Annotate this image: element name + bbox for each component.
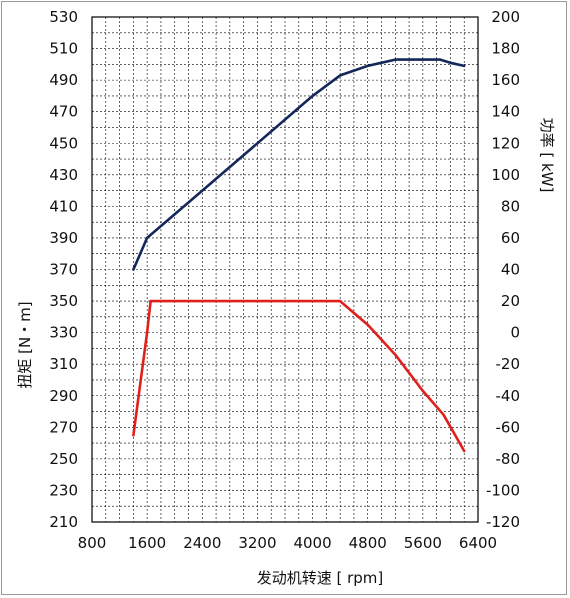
y-tick-label: 330 <box>49 324 78 342</box>
torque-curve-line <box>132 299 466 453</box>
y-tick-label: 450 <box>49 134 78 152</box>
x-tick-label: 800 <box>78 534 107 552</box>
y2-tick-label: -120 <box>486 513 520 531</box>
y-tick-label: 370 <box>49 261 78 279</box>
y-tick-label: 510 <box>49 40 78 58</box>
y-tick-label: 470 <box>49 103 78 121</box>
x-axis-title: 发动机转速 [ rpm] <box>257 569 384 587</box>
y2-tick-label: -100 <box>486 481 520 499</box>
y2-tick-label: 160 <box>491 71 520 89</box>
power-curve-line <box>132 58 466 271</box>
y2-tick-label: 80 <box>501 197 520 215</box>
x-tick-label: 2400 <box>183 534 221 552</box>
y-tick-label: 430 <box>49 166 78 184</box>
y2-tick-label: 100 <box>491 166 520 184</box>
y-tick-label: 410 <box>49 197 78 215</box>
y2-tick-label: 20 <box>501 292 520 310</box>
y2-tick-label: -40 <box>496 387 521 405</box>
y2-axis-title: 功率 [ kW] <box>538 118 556 193</box>
y2-tick-label: -20 <box>496 355 521 373</box>
y2-tick-label: 140 <box>491 103 520 121</box>
y-tick-label: 350 <box>49 292 78 310</box>
y2-tick-label: 40 <box>501 261 520 279</box>
y-tick-label: 310 <box>49 355 78 373</box>
tick-labels: 800 1600 2400 3200 4000 4800 5600 6400210230250… <box>49 8 520 552</box>
y-axis-title: 扭矩 [N・m] <box>16 301 34 388</box>
x-tick-label: 4800 <box>349 534 387 552</box>
x-tick-label: 5600 <box>404 534 442 552</box>
x-tick-label: 4000 <box>293 534 331 552</box>
y-tick-label: 230 <box>49 481 78 499</box>
y2-tick-label: 60 <box>501 229 520 247</box>
y-tick-label: 270 <box>49 418 78 436</box>
grid <box>92 17 478 522</box>
y2-tick-label: -60 <box>496 418 521 436</box>
y-tick-label: 530 <box>49 8 78 26</box>
y-tick-label: 290 <box>49 387 78 405</box>
y2-tick-label: -80 <box>496 450 521 468</box>
y-tick-label: 210 <box>49 513 78 531</box>
x-tick-label: 6400 <box>459 534 497 552</box>
y-tick-label: 250 <box>49 450 78 468</box>
y-tick-label: 390 <box>49 229 78 247</box>
y2-tick-label: 200 <box>491 8 520 26</box>
y-tick-label: 490 <box>49 71 78 89</box>
plot-area-border <box>91 16 479 523</box>
x-tick-label: 3200 <box>238 534 276 552</box>
x-tick-label: 1600 <box>128 534 166 552</box>
y2-tick-label: 180 <box>491 40 520 58</box>
y2-tick-label: 0 <box>510 324 520 342</box>
y2-tick-label: 120 <box>491 134 520 152</box>
series-layer <box>132 58 466 453</box>
